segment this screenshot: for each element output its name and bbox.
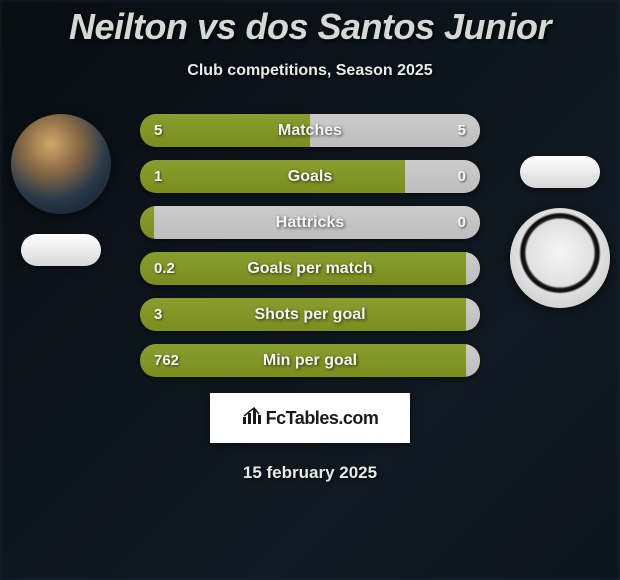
stat-bar: 0.2 Goals per match [140, 252, 480, 285]
date-label: 15 february 2025 [243, 463, 377, 483]
main-row: 5 5 Matches 1 0 Goals 0 0 Hattricks 0.2 Goals per … [0, 114, 620, 377]
stat-value-left: 1 [154, 168, 162, 185]
stat-label: Matches [278, 122, 342, 140]
right-club-logo [510, 208, 610, 308]
stat-bar-left: 0 [140, 206, 154, 239]
stat-bar: 1 0 Goals [140, 160, 480, 193]
branding-label: FcTables.com [266, 408, 379, 429]
left-club-badge [21, 234, 101, 266]
right-player-col [507, 156, 612, 308]
stat-value-left: 3 [154, 306, 162, 323]
stat-bar: 3 Shots per goal [140, 298, 480, 331]
stats-column: 5 5 Matches 1 0 Goals 0 0 Hattricks 0.2 Goals per … [140, 114, 480, 377]
stat-value-right: 5 [458, 122, 466, 139]
page-title: Neilton vs dos Santos Junior [69, 6, 551, 48]
stat-value-left: 0.2 [154, 260, 175, 277]
stat-value-right: 0 [458, 168, 466, 185]
stat-label: Hattricks [276, 214, 344, 232]
stat-label: Goals per match [247, 260, 372, 278]
branding-badge[interactable]: FcTables.com [210, 393, 410, 443]
stat-bar-right [466, 344, 480, 377]
stat-value-right: 0 [458, 214, 466, 231]
stat-bar-right [466, 298, 480, 331]
stat-bar: 762 Min per goal [140, 344, 480, 377]
chart-icon [242, 407, 262, 430]
content-wrap: Neilton vs dos Santos Junior Club compet… [0, 0, 620, 580]
stat-label: Goals [288, 168, 332, 186]
stat-value-left: 5 [154, 122, 162, 139]
left-player-col [8, 114, 113, 266]
right-club-badge-top [520, 156, 600, 188]
stat-label: Shots per goal [254, 306, 365, 324]
stat-bar-right: 0 [405, 160, 480, 193]
stat-bar: 5 5 Matches [140, 114, 480, 147]
stat-bar-right [466, 252, 480, 285]
stat-bar: 0 0 Hattricks [140, 206, 480, 239]
stat-value-left: 762 [154, 352, 179, 369]
stat-label: Min per goal [263, 352, 357, 370]
stat-bar-left: 1 [140, 160, 405, 193]
left-player-avatar [11, 114, 111, 214]
subtitle: Club competitions, Season 2025 [187, 62, 432, 80]
